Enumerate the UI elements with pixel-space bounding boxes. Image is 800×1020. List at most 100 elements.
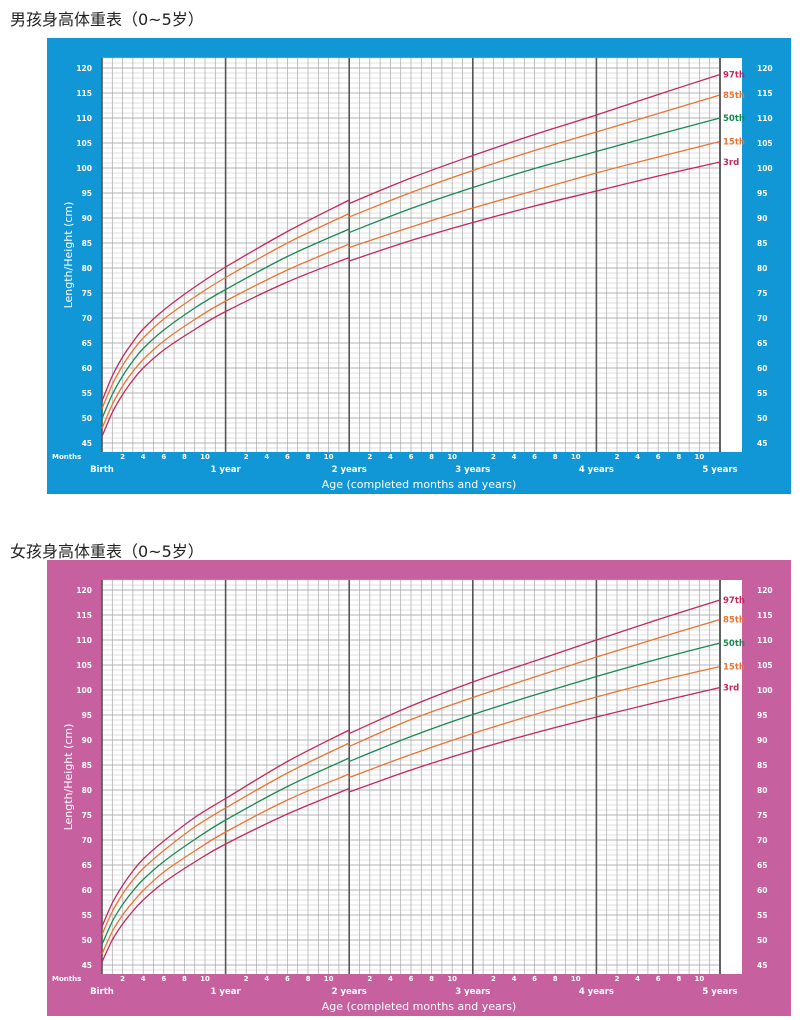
x-month-tick-label: 4: [264, 453, 269, 461]
y-tick-label-right: 75: [757, 811, 767, 820]
y-tick-label-left: 105: [76, 661, 92, 670]
x-month-tick-label: 8: [182, 975, 187, 983]
x-month-tick-label: 2: [491, 453, 496, 461]
x-month-tick-label: 4: [264, 975, 269, 983]
x-axis-title: Age (completed months and years): [322, 478, 517, 491]
y-tick-label-left: 50: [82, 936, 92, 945]
y-tick-label-right: 105: [757, 139, 773, 148]
percentile-85th-height-line: [348, 94, 721, 218]
y-tick-label-right: 80: [757, 786, 767, 795]
percentile-50th-length-line: [101, 757, 350, 945]
plot-area: [102, 58, 742, 452]
percentile-15th-height-line: [348, 665, 721, 779]
x-month-tick-label: 10: [447, 453, 457, 461]
y-tick-label-left: 110: [76, 636, 92, 645]
x-axis-title: Age (completed months and years): [322, 1000, 517, 1013]
y-tick-label-left: 80: [82, 264, 92, 273]
x-month-tick-label: 10: [324, 975, 334, 983]
y-tick-label-right: 115: [757, 89, 773, 98]
y-tick-label-right: 85: [757, 761, 767, 770]
percentile-50th-height-line: [348, 642, 721, 763]
y-tick-label-left: 50: [82, 414, 92, 423]
x-month-tick-label: 10: [447, 975, 457, 983]
percentile-97th-height-line: [348, 599, 721, 735]
x-month-tick-label: 4: [512, 975, 517, 983]
x-year-label: 3 years: [455, 987, 490, 997]
y-tick-label-left: 95: [82, 711, 92, 720]
x-month-tick-label: 8: [553, 453, 558, 461]
x-month-tick-label: 8: [182, 453, 187, 461]
percentile-3rd-length-line: [101, 256, 350, 437]
x-month-tick-label: 6: [532, 453, 537, 461]
y-tick-label-right: 45: [757, 961, 767, 970]
x-month-tick-label: 10: [324, 453, 334, 461]
y-tick-label-left: 85: [82, 239, 92, 248]
girls-length-height-chart: 45 45 50 50 55 55 60 60 65 65 70 70 75 75 80 80 85 85 90 90…: [47, 560, 791, 1016]
y-tick-label-right: 105: [757, 661, 773, 670]
boys-chart-svg: 45 45 50 50 55 55 60 60 65 65 70 70 75 75 80 80 85 85 90 90…: [47, 38, 791, 494]
girls-chart-title: 女孩身高体重表（0~5岁）: [10, 542, 204, 561]
y-tick-label-right: 75: [757, 289, 767, 298]
percentile-3rd-height-line: [348, 686, 721, 793]
x-month-tick-label: 2: [615, 453, 620, 461]
y-tick-label-left: 105: [76, 139, 92, 148]
x-month-tick-label: 10: [571, 453, 581, 461]
x-month-tick-label: 6: [409, 453, 414, 461]
percentile-97th-length-line: [101, 729, 350, 927]
y-tick-label-left: 45: [82, 439, 92, 448]
percentile-label: 50th: [723, 114, 745, 124]
y-tick-label-right: 120: [757, 64, 773, 73]
percentile-15th-length-line: [101, 773, 350, 955]
boys-length-height-chart: 45 45 50 50 55 55 60 60 65 65 70 70 75 75 80 80 85 85 90 90…: [47, 38, 791, 494]
y-tick-label-left: 55: [82, 911, 92, 920]
x-year-label: Birth: [90, 987, 114, 997]
percentile-15th-height-line: [348, 140, 721, 249]
x-month-tick-label: 2: [367, 975, 372, 983]
y-tick-label-left: 75: [82, 811, 92, 820]
percentile-50th-length-line: [101, 228, 350, 419]
y-tick-label-right: 95: [757, 189, 767, 198]
y-tick-label-left: 120: [76, 586, 92, 595]
percentile-85th-length-line: [101, 212, 350, 409]
x-year-label: 4 years: [579, 465, 614, 475]
x-year-label: 3 years: [455, 465, 490, 475]
y-tick-label-right: 55: [757, 911, 767, 920]
y-tick-label-right: 90: [757, 214, 767, 223]
months-label: Months: [52, 453, 81, 461]
percentile-label: 50th: [723, 639, 745, 649]
percentile-97th-length-line: [101, 199, 350, 402]
x-month-tick-label: 8: [676, 453, 681, 461]
y-tick-label-right: 60: [757, 364, 767, 373]
x-year-label: 2 years: [332, 987, 367, 997]
x-month-tick-label: 8: [553, 975, 558, 983]
y-axis-title: Length/Height (cm): [62, 202, 75, 309]
y-tick-label-right: 50: [757, 936, 767, 945]
y-tick-label-right: 55: [757, 389, 767, 398]
y-tick-label-right: 80: [757, 264, 767, 273]
x-month-tick-label: 8: [429, 453, 434, 461]
y-tick-label-left: 115: [76, 89, 92, 98]
x-year-label: 1 year: [211, 465, 242, 475]
percentile-3rd-length-line: [101, 787, 350, 963]
boys-chart-title: 男孩身高体重表（0~5岁）: [10, 10, 204, 29]
y-tick-label-right: 100: [757, 686, 773, 695]
y-tick-label-right: 70: [757, 314, 767, 323]
y-tick-label-left: 70: [82, 836, 92, 845]
x-year-label: 5 years: [702, 465, 737, 475]
x-month-tick-label: 6: [409, 975, 414, 983]
y-tick-label-left: 115: [76, 611, 92, 620]
y-tick-label-left: 45: [82, 961, 92, 970]
percentile-label: 15th: [723, 663, 745, 673]
y-tick-label-right: 65: [757, 339, 767, 348]
percentile-label: 97th: [723, 596, 745, 606]
y-tick-label-right: 100: [757, 164, 773, 173]
x-month-tick-label: 4: [635, 975, 640, 983]
x-month-tick-label: 6: [285, 453, 290, 461]
y-tick-label-left: 110: [76, 114, 92, 123]
y-tick-label-left: 65: [82, 339, 92, 348]
x-month-tick-label: 4: [512, 453, 517, 461]
y-tick-label-right: 120: [757, 586, 773, 595]
y-tick-label-right: 70: [757, 836, 767, 845]
y-tick-label-left: 100: [76, 686, 92, 695]
x-month-tick-label: 4: [635, 453, 640, 461]
